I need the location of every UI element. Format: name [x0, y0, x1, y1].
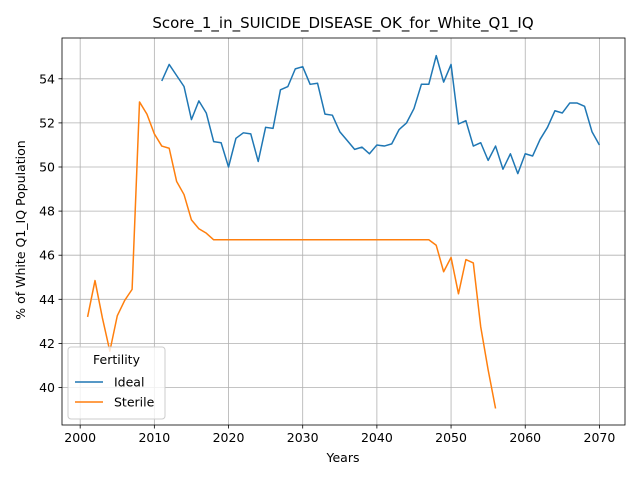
- y-tick-label-0: 40: [39, 380, 55, 395]
- x-tick-label-7: 2070: [584, 430, 616, 445]
- y-tick-label-7: 54: [39, 71, 55, 86]
- x-tick-label-5: 2050: [435, 430, 467, 445]
- legend-title: Fertility: [93, 352, 141, 367]
- legend-label-ideal: Ideal: [114, 375, 144, 390]
- x-tick-label-6: 2060: [509, 430, 541, 445]
- legend-label-sterile: Sterile: [114, 395, 155, 410]
- y-tick-label-5: 50: [39, 160, 55, 175]
- x-tick-label-2: 2020: [213, 430, 245, 445]
- x-tick-label-3: 2030: [287, 430, 319, 445]
- y-tick-label-2: 44: [39, 292, 55, 307]
- y-tick-label-4: 48: [39, 204, 55, 219]
- x-tick-label-0: 2000: [64, 430, 96, 445]
- y-tick-label-6: 52: [39, 115, 55, 130]
- y-tick-label-3: 46: [39, 248, 55, 263]
- y-axis-label: % of White Q1_IQ Population: [13, 140, 28, 319]
- x-tick-label-4: 2040: [361, 430, 393, 445]
- x-tick-label-1: 2010: [138, 430, 170, 445]
- y-tick-label-1: 42: [39, 336, 55, 351]
- x-axis-label: Years: [326, 450, 360, 465]
- legend: Fertility Ideal Sterile: [68, 347, 165, 419]
- chart-title: Score_1_in_SUICIDE_DISEASE_OK_for_White_…: [152, 14, 533, 33]
